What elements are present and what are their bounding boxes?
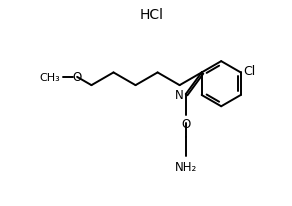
Text: NH₂: NH₂ [175,160,197,173]
Text: CH₃: CH₃ [39,73,60,82]
Text: O: O [181,118,190,131]
Text: O: O [72,71,82,84]
Text: N: N [175,88,184,101]
Text: Cl: Cl [243,65,255,78]
Text: HCl: HCl [140,8,164,22]
